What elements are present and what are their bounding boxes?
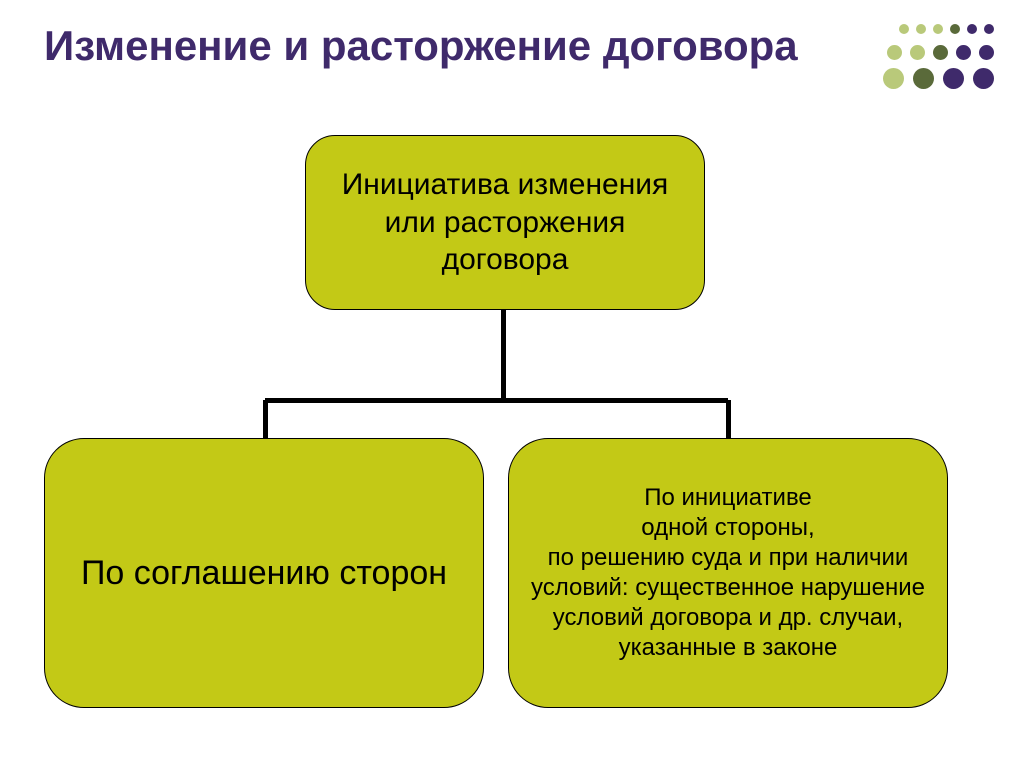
- dot-icon: [967, 24, 977, 34]
- dot-icon: [883, 68, 904, 89]
- dot-icon: [973, 68, 994, 89]
- connector-horizontal: [265, 398, 728, 403]
- dot-icon: [910, 45, 925, 60]
- right-node-text: По инициативе одной стороны, по решению …: [527, 483, 929, 663]
- left-node-text: По соглашению сторон: [81, 552, 447, 595]
- dot-icon: [933, 24, 943, 34]
- dot-icon: [979, 45, 994, 60]
- dot-icon: [913, 68, 934, 89]
- dot-icon: [943, 68, 964, 89]
- left-node: По соглашению сторон: [44, 438, 484, 708]
- connector-left-down: [263, 400, 268, 438]
- dot-icon: [899, 24, 909, 34]
- connector-right-down: [726, 400, 731, 438]
- connector-root-down: [501, 310, 506, 400]
- page-title: Изменение и расторжение договора: [44, 22, 798, 70]
- root-node-text: Инициатива изменения или расторжения дог…: [324, 166, 686, 279]
- dot-icon: [956, 45, 971, 60]
- title-text: Изменение и расторжение договора: [44, 22, 798, 69]
- dot-icon: [933, 45, 948, 60]
- root-node: Инициатива изменения или расторжения дог…: [305, 135, 705, 310]
- dot-icon: [950, 24, 960, 34]
- right-node: По инициативе одной стороны, по решению …: [508, 438, 948, 708]
- dot-icon: [916, 24, 926, 34]
- dot-icon: [887, 45, 902, 60]
- dot-icon: [984, 24, 994, 34]
- decorative-dots: [874, 20, 994, 95]
